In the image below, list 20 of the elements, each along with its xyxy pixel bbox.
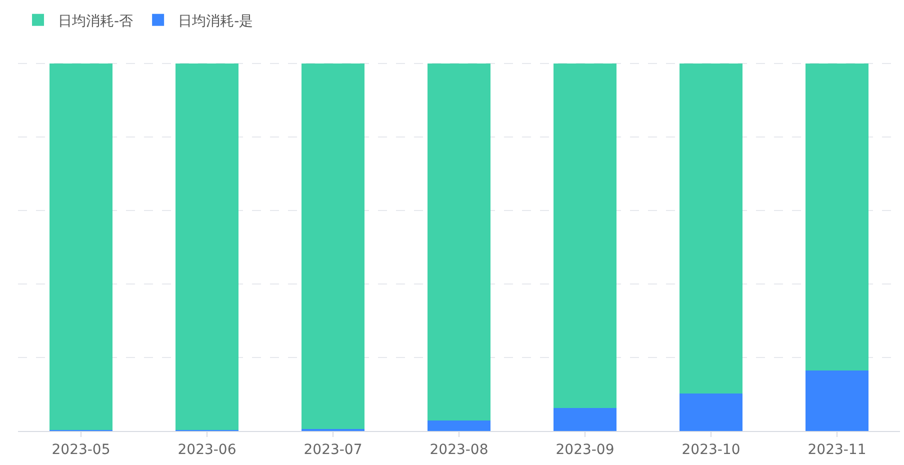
legend-label: 日均消耗-否 (58, 13, 134, 30)
bar (680, 63, 742, 394)
legend-label: 日均消耗-是 (178, 13, 254, 30)
bar (302, 63, 364, 429)
x-tick-label: 2023-07 (304, 442, 362, 458)
bar (680, 394, 742, 431)
x-tick-label: 2023-10 (682, 442, 740, 458)
bar (806, 370, 868, 431)
x-tick-label: 2023-05 (52, 442, 110, 458)
bar (50, 63, 112, 430)
bar (554, 408, 616, 431)
bar (806, 63, 868, 370)
bar (554, 63, 616, 408)
x-tick-label: 2023-11 (808, 442, 866, 458)
bar (428, 420, 490, 431)
x-tick-label: 2023-09 (556, 442, 614, 458)
x-tick-label: 2023-08 (430, 442, 488, 458)
bar (176, 63, 238, 430)
x-tick-label: 2023-06 (178, 442, 236, 458)
bar (428, 63, 490, 421)
